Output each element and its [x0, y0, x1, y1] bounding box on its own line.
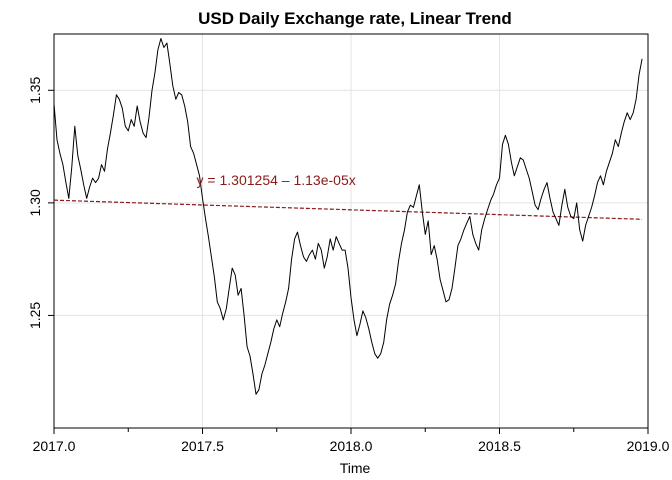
series-line-group [53, 38, 643, 395]
y-tick-label: 1.35 [27, 76, 43, 103]
x-tick-label: 2017.5 [181, 438, 224, 454]
x-tick-label: 2018.0 [330, 438, 373, 454]
linear-trend-line [53, 199, 643, 220]
chart-title: USD Daily Exchange rate, Linear Trend [198, 9, 512, 28]
x-tick-label: 2019.0 [627, 438, 670, 454]
x-axis: 2017.0 2017.5 2018.0 2018.5 2019.0 [33, 428, 670, 454]
exchange-rate-line [53, 38, 643, 395]
y-tick-label: 1.25 [27, 302, 43, 329]
x-tick-label: 2018.5 [478, 438, 521, 454]
trend-equation-annotation: y = 1.301254 – 1.13e-05x [197, 172, 356, 188]
x-tick-label: 2017.0 [33, 438, 76, 454]
trend-line-group [53, 199, 643, 220]
grid [53, 34, 649, 428]
x-axis-label: Time [340, 460, 371, 476]
y-axis: 1.25 1.30 1.35 [27, 76, 54, 329]
y-tick-label: 1.30 [27, 189, 43, 216]
